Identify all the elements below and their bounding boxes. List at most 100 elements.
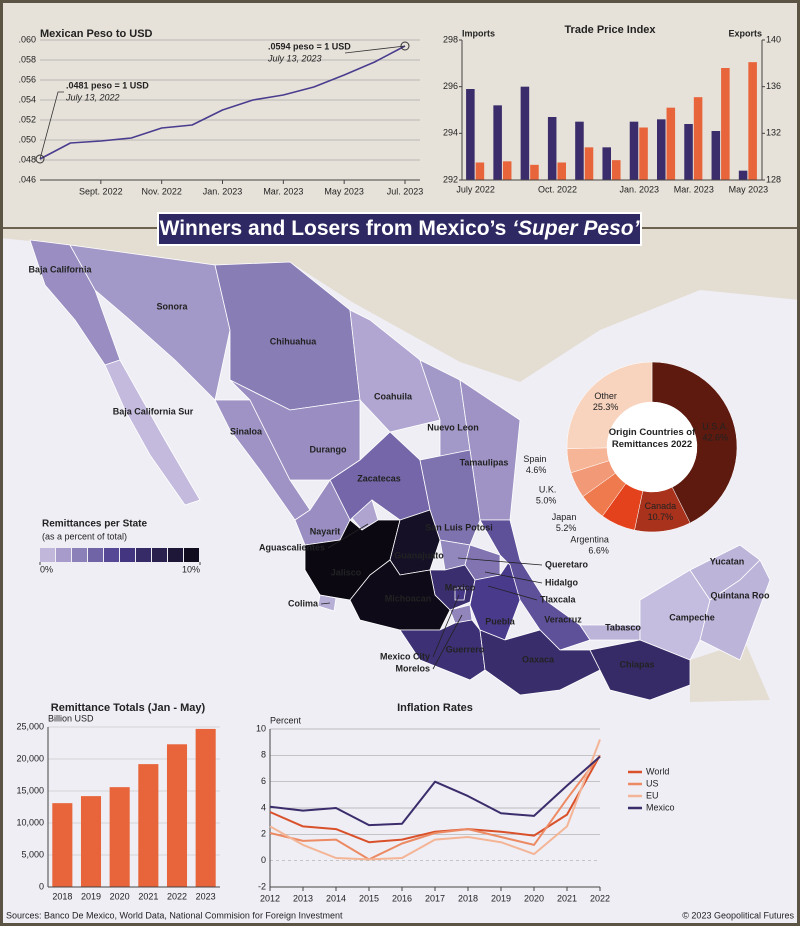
x-tick-label: 2012 bbox=[260, 893, 280, 903]
y-tick-label: 8 bbox=[261, 750, 266, 760]
slice-value: 4.6% bbox=[526, 465, 547, 475]
slice-label: Argentina bbox=[570, 534, 609, 544]
bar bbox=[557, 162, 566, 180]
state-label: San Luis Potosi bbox=[425, 522, 493, 532]
state-label: Tabasco bbox=[605, 622, 641, 632]
leader-line bbox=[327, 523, 369, 549]
y-tick-label: 15,000 bbox=[16, 785, 44, 795]
series-line bbox=[39, 45, 406, 160]
leader-line bbox=[320, 602, 331, 605]
chart-title: Mexican Peso to USD bbox=[40, 28, 153, 40]
x-tick-label: Nov. 2022 bbox=[141, 186, 181, 196]
state-label: Aguascalientes bbox=[259, 542, 325, 552]
bar bbox=[138, 764, 159, 887]
x-tick-label: Sept. 2022 bbox=[79, 186, 123, 196]
leader-line bbox=[484, 571, 543, 584]
legend-swatch bbox=[88, 548, 103, 562]
x-tick-label: 2013 bbox=[293, 893, 313, 903]
state-label: Durango bbox=[310, 444, 348, 454]
legend-label: EU bbox=[646, 790, 659, 800]
state-label: Tlaxcala bbox=[540, 594, 577, 604]
annotation-leader bbox=[39, 91, 64, 160]
x-tick-label: 2018 bbox=[458, 893, 478, 903]
legend-label: US bbox=[646, 778, 659, 788]
bar bbox=[639, 127, 648, 180]
state-label: Baja California Sur bbox=[113, 406, 194, 416]
legend-swatch bbox=[152, 548, 167, 562]
legend-swatch bbox=[120, 548, 135, 562]
source: Sources: Banco De Mexico, World Data, Na… bbox=[6, 910, 343, 920]
y-tick-label: 0 bbox=[261, 855, 266, 865]
bar bbox=[502, 161, 512, 180]
y-tick-label: 296 bbox=[443, 81, 458, 91]
bar bbox=[711, 131, 721, 180]
state-label: Sonora bbox=[156, 301, 188, 311]
x-tick-label: 2023 bbox=[196, 891, 216, 901]
annotation-note: July 13, 2023 bbox=[267, 53, 322, 63]
y-tick-label: 2 bbox=[261, 829, 266, 839]
slice-label: Other bbox=[594, 391, 617, 401]
y-tick-label: 4 bbox=[261, 802, 266, 812]
state-label: Michoacan bbox=[385, 593, 432, 603]
state-label: Mexico City bbox=[380, 651, 430, 661]
axis-series-name: Exports bbox=[728, 28, 762, 38]
state-label: Veracruz bbox=[544, 614, 582, 624]
x-tick-label: July 2022 bbox=[456, 184, 495, 194]
central-america-land bbox=[690, 642, 770, 702]
slice-value: 10.7% bbox=[648, 512, 674, 522]
map: Baja California Baja California Sur Sonora… bbox=[28, 239, 771, 701]
legend-swatch bbox=[184, 548, 199, 562]
us-land bbox=[0, 228, 800, 382]
slice-label: U.K. bbox=[539, 484, 557, 494]
state-label: Campeche bbox=[669, 612, 715, 622]
state-label: Chiapas bbox=[619, 659, 654, 669]
bar bbox=[530, 164, 539, 180]
x-tick-label: 2016 bbox=[392, 893, 412, 903]
title: Winners and Losers from Mexico’s bbox=[159, 217, 507, 240]
state bbox=[479, 519, 591, 651]
state-label: Baja California bbox=[28, 264, 92, 274]
bar bbox=[584, 147, 594, 180]
state-label: Sinaloa bbox=[230, 426, 263, 436]
x-tick-label: 2021 bbox=[557, 893, 577, 903]
y-tick-label: .052 bbox=[18, 114, 36, 124]
slice-label: U.S.A. bbox=[702, 421, 728, 431]
state-label: Hidalgo bbox=[545, 577, 579, 587]
bar bbox=[475, 162, 485, 180]
legend-tick-label: 10% bbox=[182, 564, 200, 574]
state-label: Morelos bbox=[395, 663, 430, 673]
bar bbox=[657, 119, 666, 180]
state-label: Nayarit bbox=[310, 526, 341, 536]
y2-tick-label: 128 bbox=[766, 174, 781, 184]
legend-swatch bbox=[56, 548, 71, 562]
legend-swatch bbox=[136, 548, 151, 562]
y-tick-label: .058 bbox=[18, 54, 36, 64]
bar bbox=[575, 121, 584, 180]
donut-title: Origin Countries of Remittances 2022 bbox=[608, 427, 696, 450]
annotation-note: July 13, 2022 bbox=[65, 92, 120, 102]
x-tick-label: 2015 bbox=[359, 893, 379, 903]
y-tick-label: 292 bbox=[443, 174, 458, 184]
x-tick-label: 2022 bbox=[590, 893, 610, 903]
axis-series-name: Imports bbox=[462, 28, 495, 38]
state-label: Tamaulipas bbox=[460, 457, 509, 467]
slice-label: Canada bbox=[645, 501, 677, 511]
slice-label: Japan bbox=[552, 512, 577, 522]
state-label: Guerrero bbox=[446, 644, 485, 654]
x-tick-label: 2022 bbox=[167, 891, 187, 901]
leader-line bbox=[432, 614, 463, 670]
slice-label: Spain bbox=[523, 454, 546, 464]
title-emphasis: ‘Super Peso’ bbox=[512, 217, 640, 240]
y-axis-title: Billion USD bbox=[48, 713, 94, 723]
state-label: Mexico bbox=[445, 582, 476, 592]
y-tick-label: .056 bbox=[18, 74, 36, 84]
x-tick-label: Jul. 2023 bbox=[387, 186, 424, 196]
y-tick-label: 6 bbox=[261, 776, 266, 786]
legend-swatch bbox=[104, 548, 119, 562]
y2-tick-label: 136 bbox=[766, 81, 781, 91]
bar bbox=[195, 728, 216, 887]
state-label: Oaxaca bbox=[522, 654, 555, 664]
y-tick-label: .046 bbox=[18, 174, 36, 184]
x-tick-label: 2020 bbox=[524, 893, 544, 903]
leader-line bbox=[457, 557, 543, 566]
